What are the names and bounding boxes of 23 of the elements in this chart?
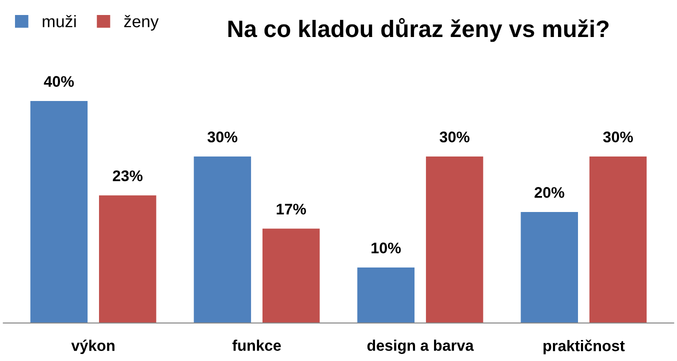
data-label: 30%	[440, 132, 470, 142]
data-label: 30%	[603, 132, 633, 142]
bar	[262, 228, 320, 323]
bar	[99, 195, 156, 323]
bar	[426, 156, 484, 323]
x-tick-label: výkon	[71, 340, 114, 354]
data-label: 20%	[534, 187, 564, 198]
x-tick-label: design a barva	[367, 340, 474, 354]
data-label: 30%	[208, 132, 238, 142]
x-tick-label: funkce	[232, 340, 281, 351]
chart-title: Na co kladou důraz ženy vs muži?	[228, 18, 609, 42]
bar	[520, 212, 578, 323]
data-label: 10%	[372, 242, 401, 254]
legend-label: muži	[42, 15, 76, 28]
x-tick-label: praktičnost	[544, 340, 625, 354]
data-label: 17%	[276, 204, 306, 214]
bar	[194, 156, 252, 323]
bar	[589, 156, 647, 323]
data-label: 23%	[112, 170, 143, 182]
bar	[30, 101, 88, 323]
bar	[357, 268, 415, 323]
legend-label: ženy	[124, 15, 159, 31]
data-label: 40%	[44, 76, 74, 87]
